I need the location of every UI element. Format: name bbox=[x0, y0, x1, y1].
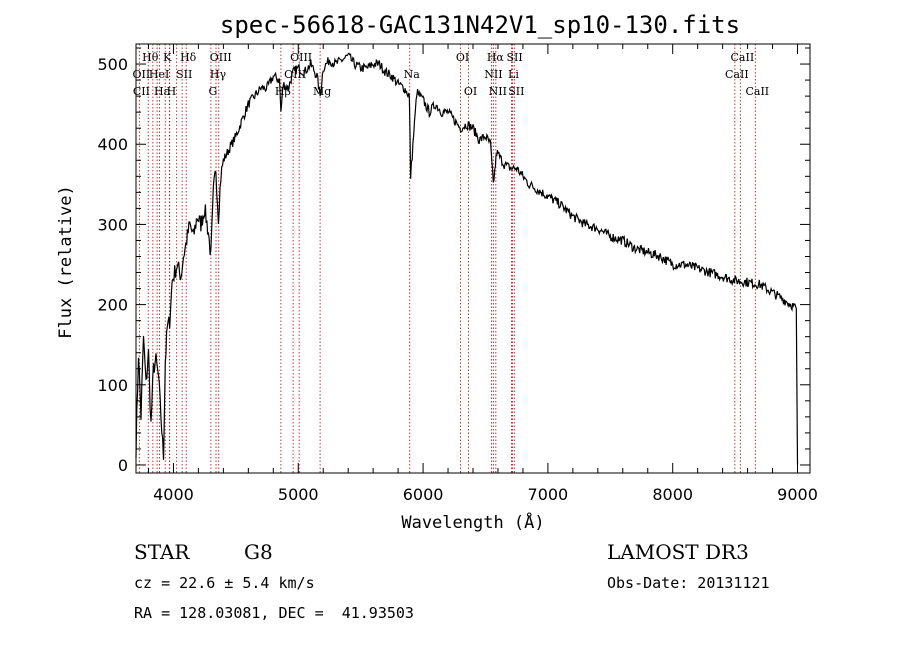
survey-name: LAMOST DR3 bbox=[607, 540, 749, 564]
line-label: OII bbox=[133, 68, 151, 81]
y-tick-label: 500 bbox=[97, 55, 128, 74]
line-label: OI bbox=[464, 85, 477, 98]
x-tick-label: 5000 bbox=[278, 485, 319, 504]
x-tick-label: 4000 bbox=[153, 485, 194, 504]
coordinates: RA = 128.03081, DEC = 41.93503 bbox=[134, 604, 414, 622]
line-label: NII bbox=[484, 68, 502, 81]
axis-ticks: 4000 5000 6000 7000 8000 9000 0 100 200 300 400 500 bbox=[97, 44, 818, 504]
line-label: Hε bbox=[154, 85, 170, 98]
x-tick-label: 9000 bbox=[777, 485, 818, 504]
x-tick-label: 8000 bbox=[652, 485, 693, 504]
observation-date: Obs-Date: 20131121 bbox=[607, 574, 770, 592]
x-tick-label: 7000 bbox=[528, 485, 569, 504]
line-label: CaII bbox=[731, 51, 755, 64]
x-axis-label: Wavelength (Å) bbox=[401, 511, 544, 533]
line-label: H bbox=[167, 85, 177, 98]
spectrum-chart: spec-56618-GAC131N42V1_sp10-130.fits Hθ K… bbox=[56, 11, 818, 533]
x-tick-label: 6000 bbox=[403, 485, 444, 504]
line-label: SII bbox=[508, 85, 524, 98]
line-label: K bbox=[163, 51, 172, 64]
line-label: Na bbox=[404, 68, 421, 81]
spectrum-series-line bbox=[135, 52, 799, 466]
chart-title: spec-56618-GAC131N42V1_sp10-130.fits bbox=[220, 11, 740, 39]
object-subclass: G8 bbox=[244, 540, 273, 564]
object-class: STAR bbox=[134, 540, 190, 564]
line-label: Hγ bbox=[210, 68, 227, 81]
y-tick-label: 0 bbox=[118, 456, 128, 475]
line-label: CaII bbox=[745, 85, 769, 98]
line-label: NII bbox=[489, 85, 507, 98]
redshift-cz: cz = 22.6 ± 5.4 km/s bbox=[134, 574, 315, 592]
line-label: Mg bbox=[313, 85, 331, 98]
line-label: Hδ bbox=[180, 51, 197, 64]
y-tick-label: 400 bbox=[97, 135, 128, 154]
line-label: SII bbox=[506, 51, 522, 64]
line-label: HeI bbox=[149, 68, 169, 81]
line-label: OI bbox=[456, 51, 469, 64]
line-label: Hθ bbox=[142, 51, 159, 64]
line-label: OIII bbox=[210, 51, 232, 64]
line-label: OIII bbox=[284, 68, 306, 81]
spectral-line-markers bbox=[138, 44, 756, 473]
line-label: OIII bbox=[290, 51, 312, 64]
line-label: CII bbox=[133, 85, 150, 98]
y-axis-label: Flux (relative) bbox=[56, 185, 76, 339]
line-label: SII bbox=[176, 68, 192, 81]
plot-frame bbox=[135, 43, 811, 474]
y-tick-label: 100 bbox=[97, 376, 128, 395]
line-label: G bbox=[208, 85, 217, 98]
line-label: CaII bbox=[725, 68, 749, 81]
line-label: Li bbox=[508, 68, 519, 81]
line-label: Hα bbox=[487, 51, 505, 64]
y-tick-label: 300 bbox=[97, 215, 128, 234]
y-tick-label: 200 bbox=[97, 296, 128, 315]
